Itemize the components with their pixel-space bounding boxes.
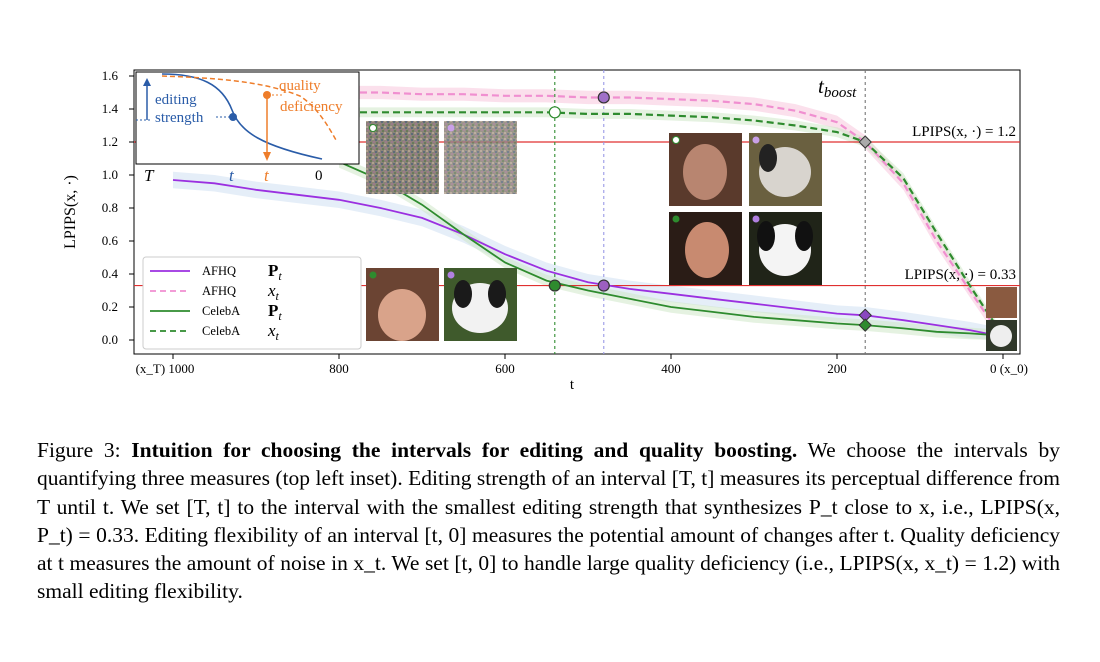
arrow-down-icon xyxy=(263,152,271,161)
thumbnail-images xyxy=(366,121,1017,351)
marker-diamond xyxy=(858,135,872,149)
y-tick-label: 1.0 xyxy=(102,167,118,182)
legend-symbol: xt xyxy=(267,281,280,303)
y-axis-label: LPIPS(x, ·) xyxy=(62,175,79,249)
legend-dataset: AFHQ xyxy=(202,264,236,278)
legend-symbol: Pt xyxy=(268,301,282,323)
arrow-up-icon xyxy=(143,78,151,86)
figure-caption: Figure 3: Intuition for choosing the int… xyxy=(37,436,1060,606)
face-shape xyxy=(683,144,727,200)
ref-label-low: LPIPS(x, ·) = 0.33 xyxy=(905,267,1016,283)
y-tick-label: 0.6 xyxy=(102,233,119,248)
inset-blue-curve xyxy=(161,73,323,160)
inset-orange-dot xyxy=(263,91,271,99)
legend-box xyxy=(142,256,362,350)
confidence-band xyxy=(339,156,1003,340)
thumb-dot-icon xyxy=(752,136,760,144)
inset-quality-label: quality xyxy=(279,78,321,94)
thumb-dot-icon xyxy=(369,271,377,279)
series-line xyxy=(173,91,1004,338)
x-tick-label: 200 xyxy=(827,361,847,376)
thumb-dot-icon xyxy=(369,124,377,132)
inset-axis-T: T xyxy=(144,166,155,185)
plot-area xyxy=(133,69,1021,355)
series-lines xyxy=(172,91,1004,340)
marker-circle xyxy=(597,279,610,292)
series-line xyxy=(173,111,1004,338)
inset-editing-label: editing xyxy=(155,92,197,108)
chart-markers xyxy=(548,91,872,332)
noisy-thumb-afhq xyxy=(444,121,517,194)
inset-axis-t-orange: t xyxy=(264,166,270,185)
thumb-dot-icon xyxy=(672,215,680,223)
x-tick-label: 600 xyxy=(495,361,515,376)
ref-label-high: LPIPS(x, ·) = 1.2 xyxy=(912,124,1016,140)
inset-blue-dot xyxy=(229,113,237,121)
legend-symbol: Pt xyxy=(268,261,282,283)
y-tick-label: 1.6 xyxy=(102,68,119,83)
inset-axis-t-blue: t xyxy=(229,166,235,185)
inset-diagram: editing strength quality deficiency T t … xyxy=(135,71,360,185)
thumb-dot-icon xyxy=(447,271,455,279)
x-axis-label: t xyxy=(570,377,575,393)
legend: AFHQ Pt AFHQ xt CelebA Pt CelebA xt xyxy=(142,256,362,350)
marker-circle xyxy=(597,91,610,104)
inset-strength-label: strength xyxy=(155,110,204,126)
dog-ear xyxy=(757,221,775,251)
dog-ear xyxy=(454,280,472,308)
caption-prefix: Figure 3: xyxy=(37,438,121,462)
marker-circle xyxy=(548,106,561,119)
caption-body: We choose the intervals by quantifying t… xyxy=(37,438,1060,604)
y-tick-label: 0.8 xyxy=(102,200,118,215)
face-thumb-final xyxy=(986,287,1017,318)
x-tick-label: (x_T) 1000 xyxy=(136,361,195,376)
marker-circle xyxy=(548,279,561,292)
face-shape xyxy=(685,222,729,278)
y-tick-label: 0.0 xyxy=(102,332,118,347)
series-line xyxy=(338,160,1004,340)
series-line xyxy=(172,179,1004,340)
inset-orange-curve xyxy=(161,75,337,141)
x-axis: (x_T) 1000 800 600 400 200 0 (x_0) xyxy=(136,354,1028,376)
confidence-bands xyxy=(173,85,1003,341)
t-boost-label: tboost xyxy=(818,74,857,101)
dog-ear xyxy=(488,280,506,308)
dog-ear xyxy=(795,221,813,251)
legend-symbol: xt xyxy=(267,321,280,343)
vertical-lines xyxy=(554,70,866,354)
y-tick-label: 1.4 xyxy=(102,101,119,116)
inset-deficiency-label: deficiency xyxy=(280,99,343,115)
thumb-dot-icon xyxy=(752,215,760,223)
legend-dataset: CelebA xyxy=(202,324,240,338)
x-tick-label: 800 xyxy=(329,361,349,376)
y-tick-label: 0.4 xyxy=(102,266,119,281)
lpips-chart: (x_T) 1000 800 600 400 200 0 (x_0) 0.00.20.40… xyxy=(62,68,1028,393)
legend-dataset: AFHQ xyxy=(202,284,236,298)
legend-dataset: CelebA xyxy=(202,304,240,318)
dog-ear xyxy=(759,144,777,172)
inset-axis-0: 0 xyxy=(315,168,323,184)
dog-shape xyxy=(990,325,1012,347)
noisy-thumb-celeba xyxy=(366,121,439,194)
marker-diamond xyxy=(858,318,872,332)
thumb-dot-icon xyxy=(672,136,680,144)
face-shape xyxy=(378,289,426,341)
x-tick-label: 400 xyxy=(661,361,681,376)
caption-bold: Intuition for choosing the intervals for… xyxy=(131,438,798,462)
y-tick-label: 0.2 xyxy=(102,299,118,314)
y-axis: 0.0 0.2 0.4 0.6 0.8 1.0 1.2 1.4 1.6 xyxy=(102,68,134,347)
y-tick-label: 1.2 xyxy=(102,134,118,149)
confidence-band xyxy=(173,171,1003,340)
x-tick-label: 0 (x_0) xyxy=(990,361,1028,376)
thumb-dot-icon xyxy=(447,124,455,132)
